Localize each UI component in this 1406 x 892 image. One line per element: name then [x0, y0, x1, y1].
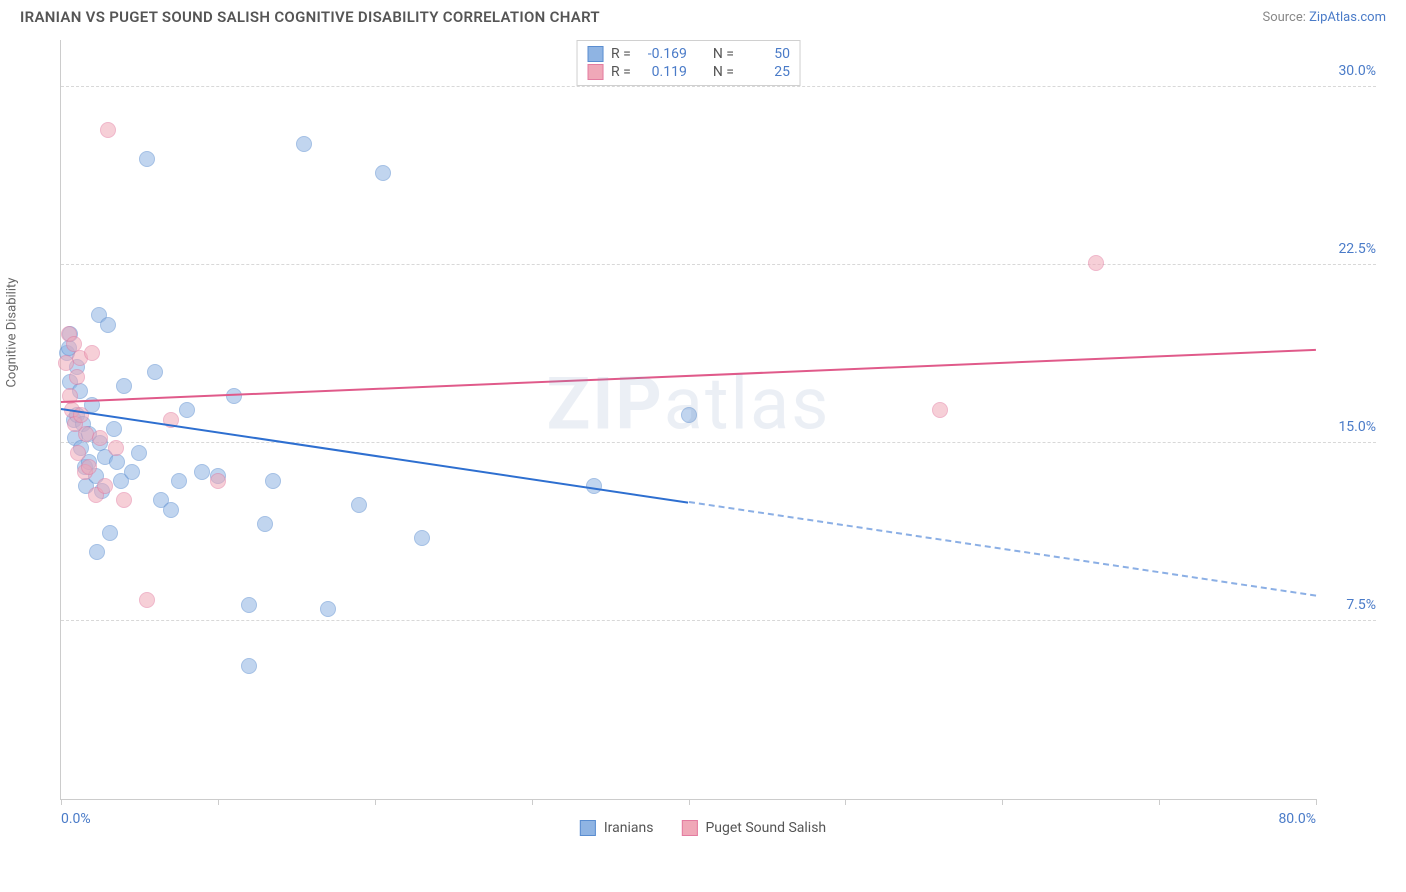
scatter-point — [320, 601, 336, 617]
scatter-point — [414, 530, 430, 546]
scatter-point — [124, 464, 140, 480]
x-tick — [532, 799, 533, 805]
legend-label-series1: Iranians — [604, 820, 654, 836]
y-tick-label: 30.0% — [1338, 63, 1376, 79]
scatter-point — [194, 464, 210, 480]
x-tick — [845, 799, 846, 805]
r-value-series2: 0.119 — [639, 64, 687, 80]
scatter-point — [89, 544, 105, 560]
n-value-series1: 50 — [742, 46, 790, 62]
swatch-series1 — [587, 46, 603, 62]
y-tick-label: 22.5% — [1338, 241, 1376, 257]
scatter-point — [179, 402, 195, 418]
scatter-point — [241, 658, 257, 674]
scatter-point — [681, 407, 697, 423]
swatch-series1 — [580, 820, 596, 836]
legend-row-series1: R = -0.169 N = 50 — [587, 45, 790, 63]
x-tick — [689, 799, 690, 805]
scatter-point — [116, 492, 132, 508]
scatter-point — [109, 454, 125, 470]
scatter-point — [351, 497, 367, 513]
scatter-point — [139, 151, 155, 167]
scatter-point — [102, 525, 118, 541]
scatter-point — [163, 502, 179, 518]
scatter-point — [296, 136, 312, 152]
scatter-point — [97, 478, 113, 494]
trendline — [61, 348, 1316, 402]
chart-title: IRANIAN VS PUGET SOUND SALISH COGNITIVE … — [20, 8, 600, 26]
y-axis-label: Cognitive Disability — [5, 278, 20, 388]
swatch-series2 — [587, 64, 603, 80]
scatter-point — [139, 592, 155, 608]
gridline — [61, 264, 1376, 265]
r-value-series1: -0.169 — [639, 46, 687, 62]
scatter-point — [70, 445, 86, 461]
scatter-point — [147, 364, 163, 380]
scatter-point — [210, 473, 226, 489]
x-tick — [375, 799, 376, 805]
scatter-point — [375, 165, 391, 181]
x-tick-label: 0.0% — [61, 811, 91, 827]
scatter-point — [106, 421, 122, 437]
gridline — [61, 442, 1376, 443]
y-tick-label: 7.5% — [1346, 597, 1376, 613]
scatter-point — [932, 402, 948, 418]
scatter-point — [131, 445, 147, 461]
legend-item-series2: Puget Sound Salish — [681, 820, 826, 836]
r-label: R = — [611, 46, 631, 62]
legend-label-series2: Puget Sound Salish — [705, 820, 826, 836]
n-value-series2: 25 — [742, 64, 790, 80]
gridline — [61, 620, 1376, 621]
plot-area: ZIPatlas R = -0.169 N = 50 R = 0.119 N =… — [60, 40, 1316, 800]
scatter-point — [100, 122, 116, 138]
chart-header: IRANIAN VS PUGET SOUND SALISH COGNITIVE … — [0, 0, 1406, 30]
scatter-point — [171, 473, 187, 489]
scatter-point — [1088, 255, 1104, 271]
x-tick — [1159, 799, 1160, 805]
source-link[interactable]: ZipAtlas.com — [1309, 10, 1386, 25]
n-label: N = — [713, 46, 734, 62]
source-prefix: Source: — [1262, 10, 1309, 25]
scatter-point — [265, 473, 281, 489]
scatter-point — [100, 317, 116, 333]
scatter-point — [69, 369, 85, 385]
trendline — [61, 408, 689, 504]
source-attribution: Source: ZipAtlas.com — [1262, 10, 1386, 25]
chart-container: Cognitive Disability ZIPatlas R = -0.169… — [20, 30, 1386, 840]
scatter-point — [257, 516, 273, 532]
scatter-point — [241, 597, 257, 613]
scatter-point — [81, 459, 97, 475]
scatter-point — [84, 345, 100, 361]
x-tick-label: 80.0% — [1278, 811, 1316, 827]
x-tick — [1002, 799, 1003, 805]
trendline — [688, 501, 1316, 597]
scatter-point — [108, 440, 124, 456]
swatch-series2 — [681, 820, 697, 836]
legend-item-series1: Iranians — [580, 820, 654, 836]
y-tick-label: 15.0% — [1338, 419, 1376, 435]
n-label: N = — [713, 64, 734, 80]
series-legend: Iranians Puget Sound Salish — [580, 820, 826, 836]
x-tick — [61, 799, 62, 805]
gridline — [61, 86, 1376, 87]
x-tick — [1316, 799, 1317, 805]
watermark-bold: ZIP — [547, 362, 664, 447]
scatter-point — [73, 407, 89, 423]
x-tick — [218, 799, 219, 805]
legend-row-series2: R = 0.119 N = 25 — [587, 63, 790, 81]
r-label: R = — [611, 64, 631, 80]
scatter-point — [116, 378, 132, 394]
scatter-point — [92, 430, 108, 446]
correlation-legend: R = -0.169 N = 50 R = 0.119 N = 25 — [576, 40, 801, 86]
